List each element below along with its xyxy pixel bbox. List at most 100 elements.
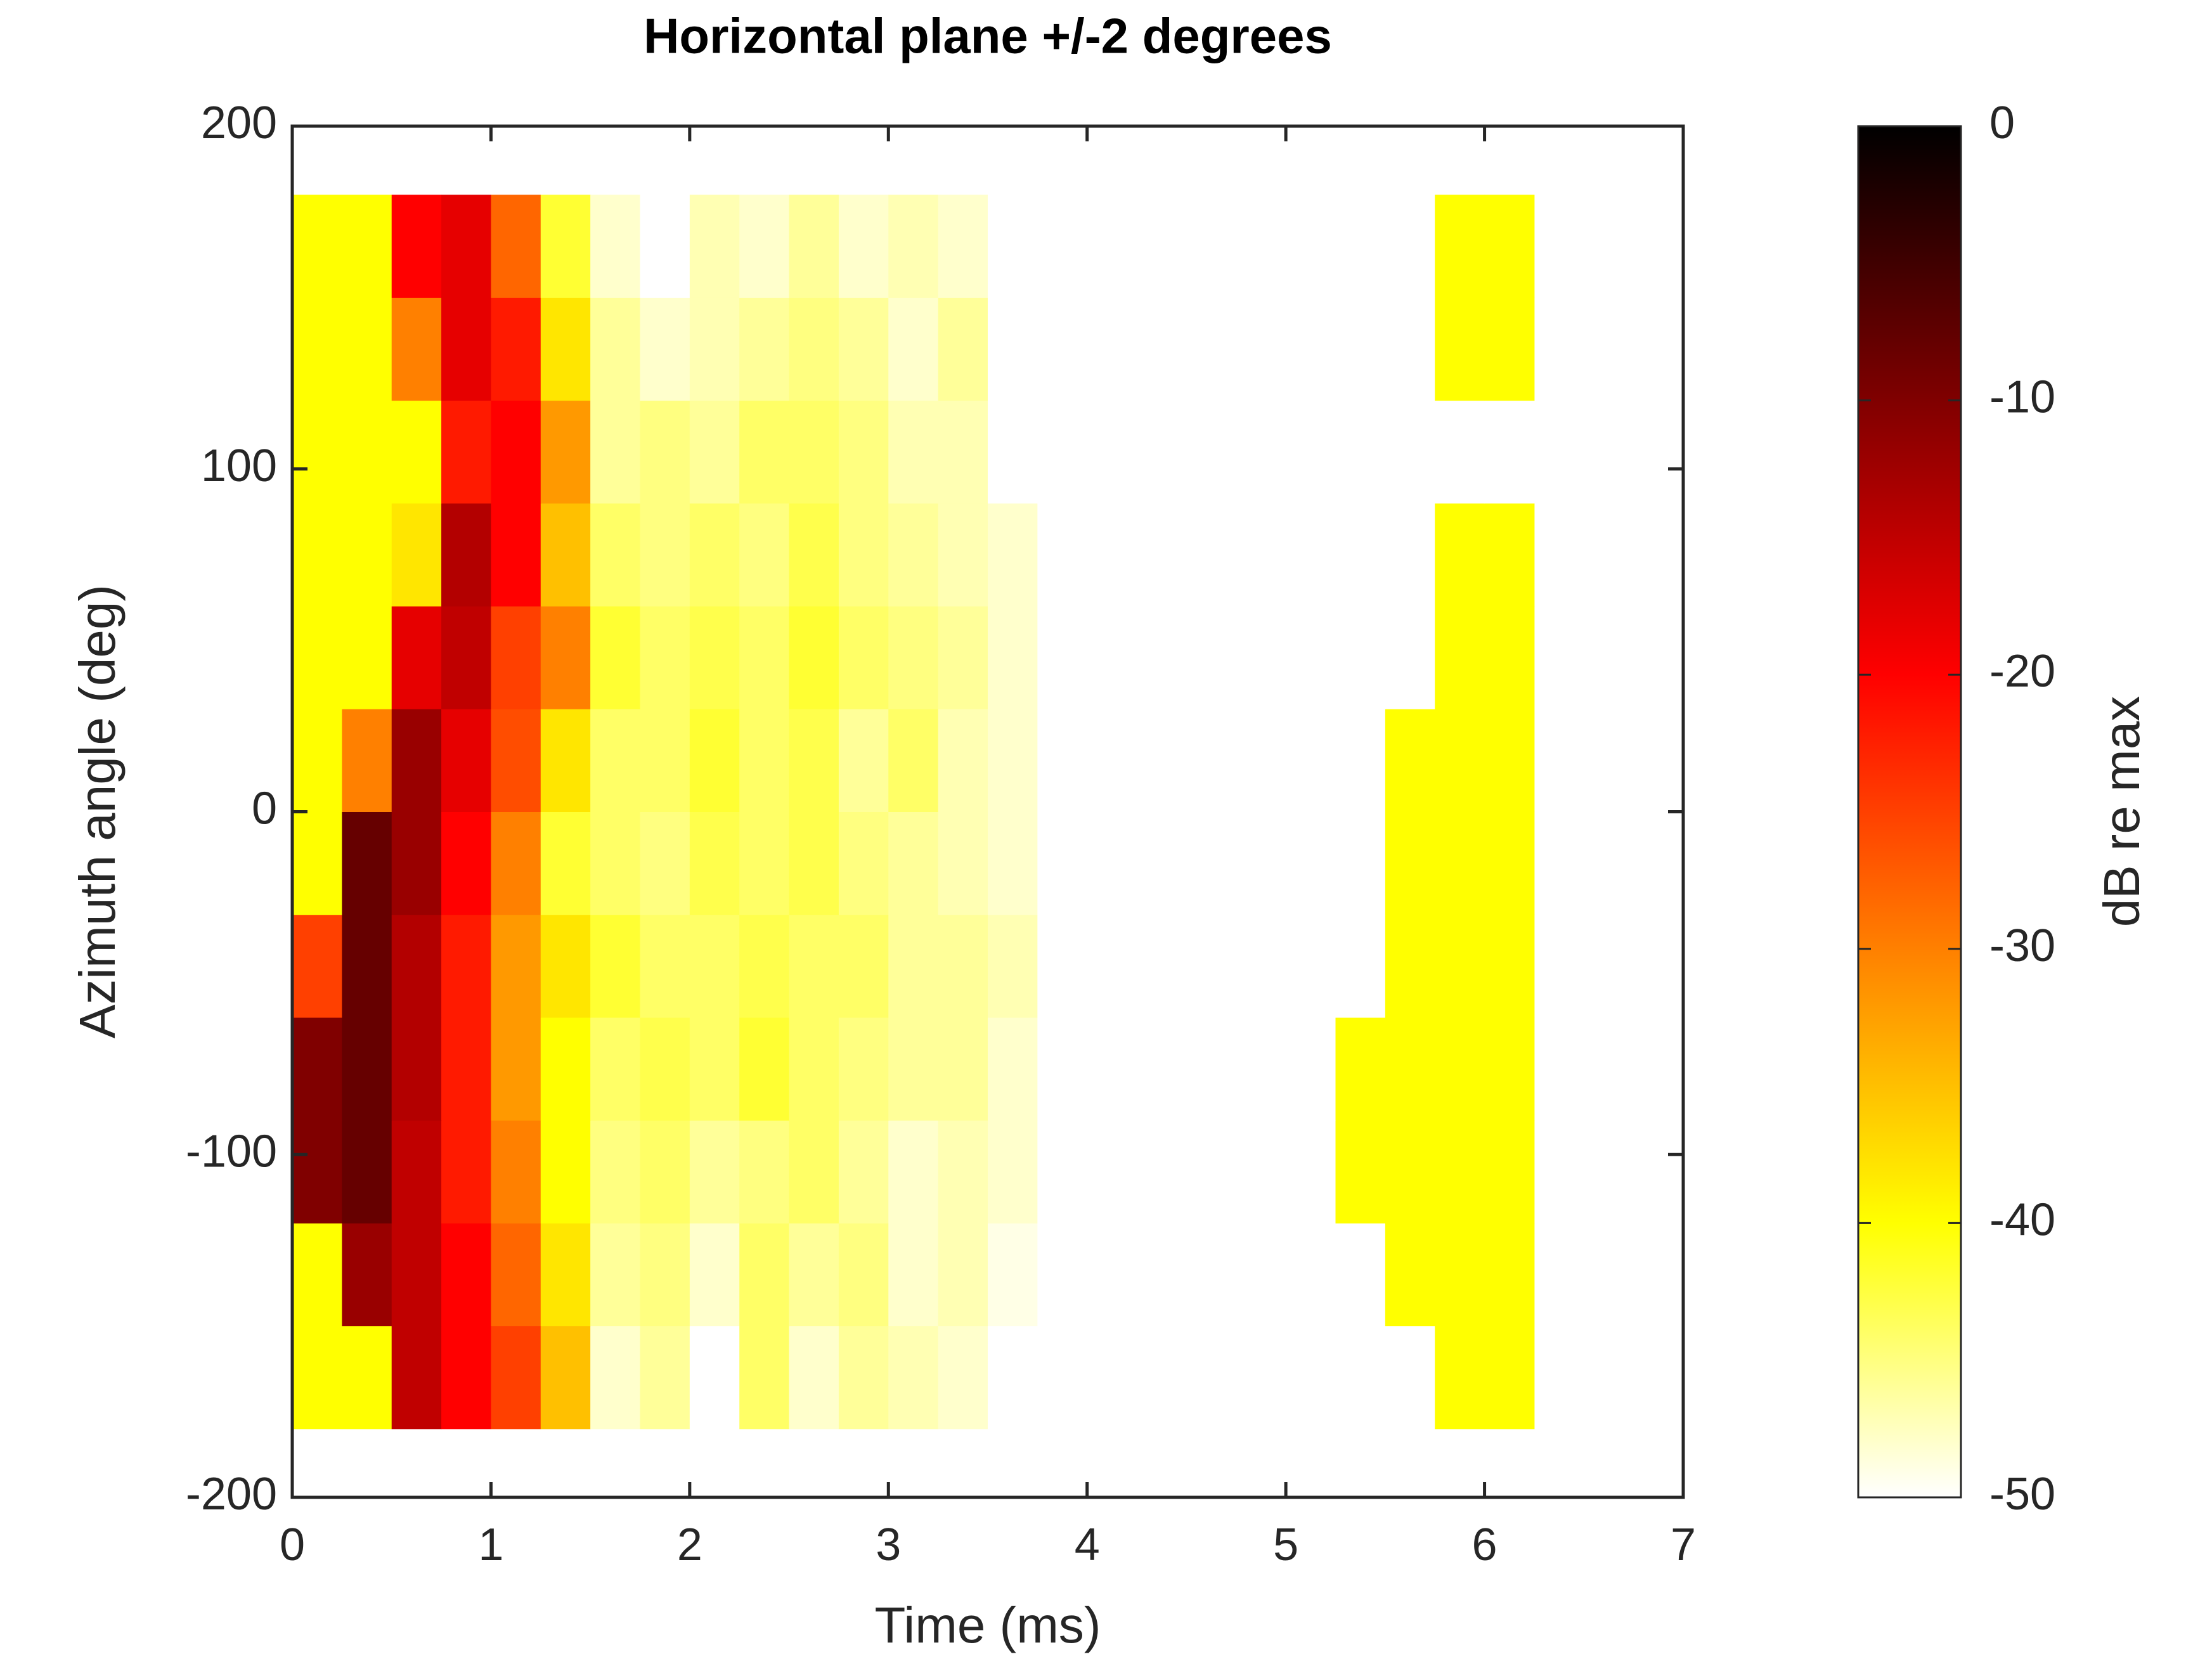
heatmap-cell [491,811,541,915]
heatmap-cell [540,811,591,915]
x-tick-label: 2 [677,1520,702,1570]
heatmap-cell [342,811,392,915]
x-tick-label: 1 [478,1520,503,1570]
heatmap-cell [988,503,1038,607]
heatmap-cell [1137,297,1187,401]
heatmap-cell [640,606,690,709]
heatmap-cell [838,195,889,298]
heatmap-cell [1137,1120,1187,1223]
heatmap-cell [1236,1326,1286,1430]
heatmap-cell [1484,811,1535,915]
heatmap-cell [1286,1017,1336,1121]
heatmap-cell [1286,1120,1336,1223]
heatmap-cell [540,195,591,298]
heatmap-cell [988,400,1038,504]
heatmap-cell [1435,811,1485,915]
heatmap-cell [689,195,740,298]
heatmap-cell [739,297,790,401]
heatmap-cell [1435,297,1485,401]
heatmap-cell [938,503,988,607]
heatmap-cell [1137,195,1187,298]
heatmap-cell [1037,1120,1088,1223]
y-tick-label: 100 [201,441,277,491]
heatmap-cell [491,1326,541,1430]
heatmap-cell [1087,297,1137,401]
y-tick-label: -100 [186,1126,277,1177]
heatmap-cell [491,1120,541,1223]
heatmap-cell [391,503,442,607]
heatmap-cell [441,1223,491,1327]
heatmap-cell [789,1017,839,1121]
heatmap-cell [1335,1223,1386,1327]
heatmap-cell [1484,709,1535,812]
heatmap-cell [1236,811,1286,915]
heatmap-cell [1286,811,1336,915]
heatmap-cell [441,297,491,401]
heatmap-cell [1286,606,1336,709]
heatmap-cell [1087,503,1137,607]
heatmap-cell [391,297,442,401]
heatmap-cell [441,195,491,298]
heatmap-cell [1137,709,1187,812]
heatmap-cell [491,400,541,504]
heatmap-cell [292,606,342,709]
heatmap-cell [1435,914,1485,1018]
heatmap-cell [1385,195,1435,298]
heatmap-cell [1137,400,1187,504]
heatmap-cell [540,914,591,1018]
heatmap-cell [640,400,690,504]
heatmap-cell [739,503,790,607]
heatmap-cell [491,709,541,812]
heatmap-cell [1087,811,1137,915]
y-tick-label: 0 [252,784,277,834]
heatmap-cell [441,811,491,915]
heatmap-cell [739,606,790,709]
heatmap-cell [1484,1120,1535,1223]
heatmap-cell [1186,914,1237,1018]
heatmap-cell [1484,1326,1535,1430]
heatmap-cell [988,195,1038,298]
heatmap-cell [1087,1017,1137,1121]
heatmap-cell [1435,606,1485,709]
heatmap-cell [590,1017,640,1121]
heatmap-cell [1037,1223,1088,1327]
heatmap-cell [441,606,491,709]
heatmap-cell [391,1120,442,1223]
heatmap-cell [988,1223,1038,1327]
heatmap-cell [1137,914,1187,1018]
heatmap-cell [1236,195,1286,298]
heatmap-cell [888,503,939,607]
heatmap-cell [789,606,839,709]
heatmap-cell [640,1017,690,1121]
heatmap-cell [1286,1326,1336,1430]
heatmap-cell [739,1326,790,1430]
heatmap-cell [590,503,640,607]
heatmap-cell [838,811,889,915]
heatmap-cell [888,195,939,298]
heatmap-cell [1087,606,1137,709]
heatmap-cell [491,297,541,401]
heatmap-cell [590,709,640,812]
heatmap-cell [1435,1223,1485,1327]
heatmap-cell [1385,914,1435,1018]
heatmap-cell [342,1120,392,1223]
heatmap-cell [938,1223,988,1327]
heatmap-cell [988,914,1038,1018]
heatmap-cell [640,297,690,401]
heatmap-cell [938,1120,988,1223]
heatmap-cell [1236,297,1286,401]
heatmap-cell [540,709,591,812]
heatmap-cell [540,297,591,401]
heatmap-cell [1385,811,1435,915]
heatmap-cell [888,1326,939,1430]
heatmap-cell [292,195,342,298]
heatmap-cell [491,1223,541,1327]
heatmap-cell [888,1017,939,1121]
heatmap-cell [1236,1120,1286,1223]
heatmap-cell [689,1120,740,1223]
heatmap-cell [938,709,988,812]
heatmap-cell [1037,1326,1088,1430]
heatmap-cell [1137,1326,1187,1430]
